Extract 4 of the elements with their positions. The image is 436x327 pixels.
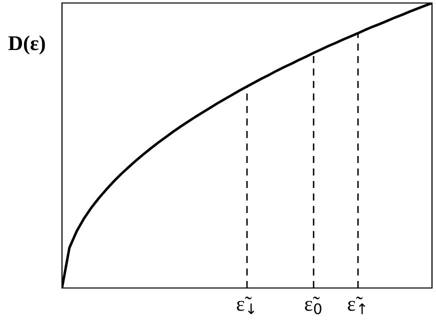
y-axis-title: D(ε)	[8, 36, 45, 54]
x-tick-label: ε̃$_{↑}$	[348, 296, 366, 314]
x-tick-label: ε̃$_{↓}$	[236, 296, 254, 314]
x-tick-label: ε̃$_{0}$	[304, 296, 322, 314]
